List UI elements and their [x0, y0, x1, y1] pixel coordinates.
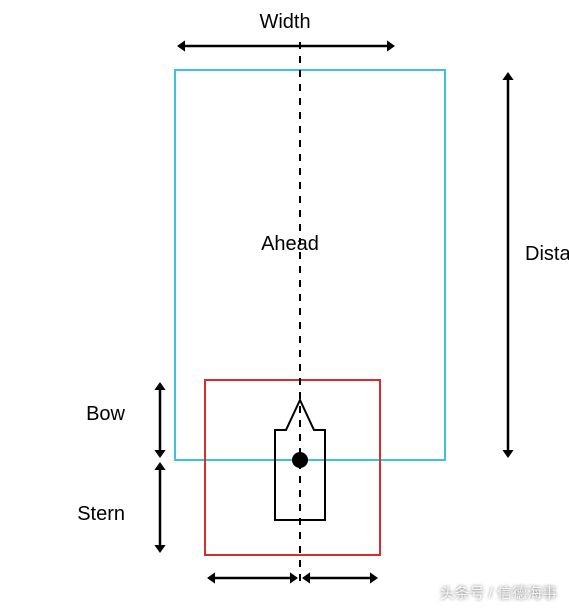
ship-domain-diagram: Width Distanc Ahead Bow Stern [0, 0, 569, 611]
label-distance: Distanc [525, 243, 569, 265]
label-ahead: Ahead [261, 233, 319, 255]
label-bow: Bow [86, 403, 125, 425]
label-stern: Stern [77, 503, 125, 525]
label-width: Width [259, 11, 310, 33]
ship-reference-dot [292, 452, 308, 468]
